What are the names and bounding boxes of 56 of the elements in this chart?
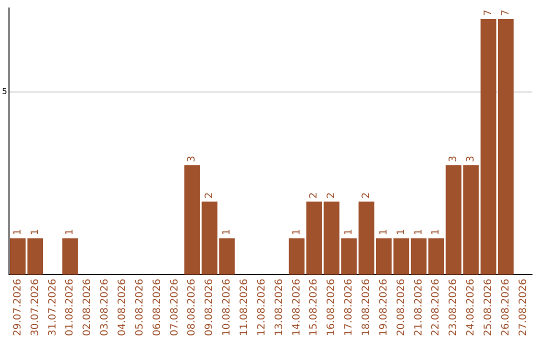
data-label: 1 — [30, 228, 41, 236]
x-tick-label: 27.08.2026 — [518, 278, 529, 336]
x-tick-label: 19.08.2026 — [378, 278, 390, 336]
x-tick-label: 13.08.2026 — [274, 278, 285, 336]
x-tick-label: 20.08.2026 — [396, 278, 407, 336]
data-label: 1 — [291, 228, 302, 236]
x-tick-label: 12.08.2026 — [256, 278, 268, 336]
data-label: 1 — [64, 228, 76, 236]
x-tick-label: 03.08.2026 — [100, 278, 111, 336]
x-tick-label: 29.07.2026 — [12, 278, 24, 336]
x-tick-label: 15.08.2026 — [308, 278, 320, 336]
data-label: 7 — [500, 10, 512, 16]
x-tick-label: 01.08.2026 — [64, 278, 76, 336]
x-tick-label: 09.08.2026 — [204, 278, 216, 336]
bar — [10, 238, 26, 275]
data-label: 1 — [222, 228, 233, 236]
data-label: 2 — [326, 192, 338, 199]
data-label: 1 — [430, 228, 442, 236]
x-tick-label: 24.08.2026 — [466, 278, 477, 336]
data-label: 3 — [466, 156, 477, 162]
data-label: 2 — [361, 192, 372, 199]
y-tick-label: 5 — [2, 87, 8, 96]
x-tick-label: 02.08.2026 — [82, 278, 94, 336]
x-tick-label: 11.08.2026 — [238, 278, 250, 336]
x-tick-label: 10.08.2026 — [222, 278, 233, 336]
x-tick-label: 26.08.2026 — [500, 278, 512, 336]
x-tick-label: 08.08.2026 — [186, 278, 198, 336]
bar — [288, 238, 305, 275]
x-tick-label: 25.08.2026 — [483, 278, 494, 336]
x-tick-label: 16.08.2026 — [326, 278, 338, 336]
x-tick-label: 05.08.2026 — [134, 278, 146, 336]
bar — [393, 238, 410, 275]
data-label: 1 — [344, 228, 355, 236]
bar — [27, 238, 44, 275]
data-label: 3 — [448, 156, 460, 162]
data-label: 2 — [204, 192, 216, 199]
data-label: 3 — [186, 156, 198, 162]
x-tick-label: 30.07.2026 — [30, 278, 41, 336]
bar — [62, 238, 78, 275]
x-tick-label: 04.08.2026 — [116, 278, 128, 336]
x-tick-label: 18.08.2026 — [361, 278, 372, 336]
data-label: 1 — [12, 228, 24, 236]
x-tick-label: 17.08.2026 — [344, 278, 355, 336]
x-tick-label: 23.08.2026 — [448, 278, 460, 336]
x-tick-label: 21.08.2026 — [413, 278, 424, 336]
x-tick-label: 14.08.2026 — [291, 278, 302, 336]
data-label: 7 — [483, 10, 494, 16]
bar — [410, 238, 427, 275]
x-tick-label: 22.08.2026 — [430, 278, 442, 336]
x-tick-label: 31.07.2026 — [47, 278, 58, 336]
data-label: 2 — [308, 192, 320, 199]
x-tick-label: 06.08.2026 — [152, 278, 163, 336]
x-tick-label: 07.08.2026 — [169, 278, 180, 336]
data-label: 1 — [413, 228, 424, 236]
data-label: 1 — [378, 228, 390, 236]
data-label: 1 — [396, 228, 407, 236]
